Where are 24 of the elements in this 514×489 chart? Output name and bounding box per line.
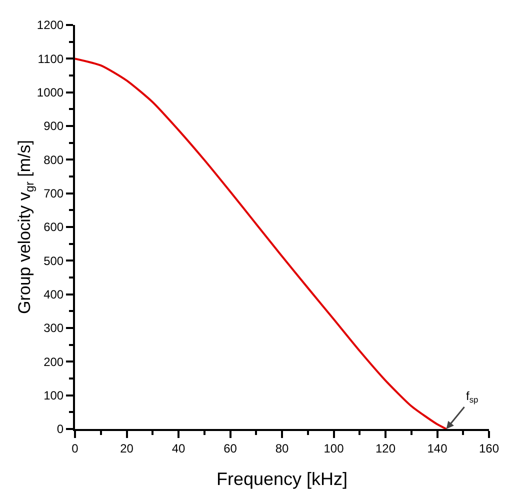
- y-tick-label: 1100: [38, 52, 64, 66]
- y-tick-label: 600: [44, 220, 64, 234]
- y-tick-label: 100: [44, 388, 64, 403]
- y-tick-label: 1200: [36, 18, 64, 32]
- y-tick-label: 200: [44, 354, 64, 369]
- y-tick-label: 700: [44, 186, 64, 201]
- x-tick-label: 40: [172, 441, 186, 456]
- x-tick-label: 120: [375, 441, 396, 456]
- annotation: f$_{sp}$: [466, 389, 479, 405]
- x-tick-label: 20: [120, 441, 134, 456]
- x-tick-label: 0: [72, 441, 79, 456]
- y-tick-label: 500: [44, 254, 64, 268]
- y-tick-label: 300: [44, 321, 64, 336]
- y-tick-label: 0: [56, 422, 64, 436]
- y-tick-label: 1000: [36, 86, 64, 100]
- x-tick-label: 160: [478, 441, 500, 456]
- x-tick-label: 60: [224, 441, 238, 456]
- y-tick-label: 800: [44, 152, 64, 167]
- y-tick-label: 400: [44, 288, 64, 302]
- x-axis-title: Frequency [kHz]: [216, 469, 348, 489]
- x-tick-label: 100: [324, 441, 344, 456]
- x-tick-label: 140: [427, 441, 448, 456]
- x-tick-label: 80: [275, 441, 289, 456]
- y-tick-label: 900: [44, 119, 64, 134]
